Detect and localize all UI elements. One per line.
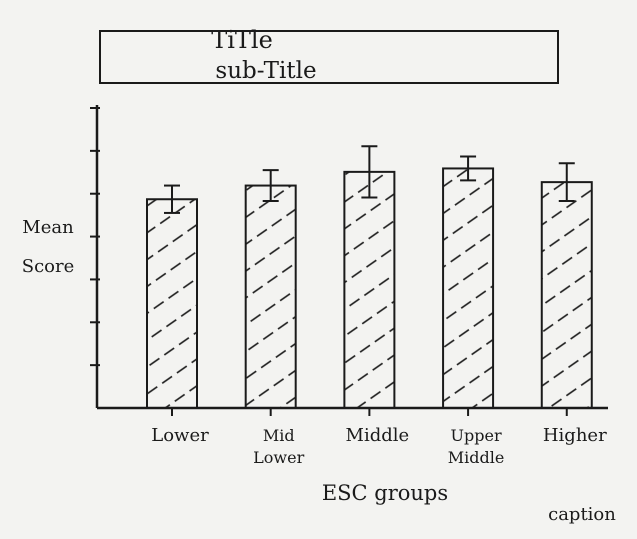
error-bar — [361, 145, 378, 199]
x-tick-label: Mid — [263, 426, 295, 445]
x-axis-label: ESC groups — [322, 481, 448, 505]
error-bar — [460, 155, 477, 182]
x-tick-label: Lower — [253, 448, 304, 467]
x-tick-label: Higher — [543, 425, 607, 446]
bar — [442, 167, 495, 409]
x-tick-labels: Lower Mid Lower Middle Upper Middle Higher — [151, 408, 607, 467]
y-ticks — [90, 107, 100, 367]
error-bar — [262, 169, 279, 202]
bars — [146, 145, 593, 409]
y-axis-label-line2: Score — [22, 256, 75, 277]
x-tick-label: Middle — [448, 448, 505, 467]
x-tick-label: Lower — [151, 425, 209, 446]
title-box — [99, 30, 559, 84]
bar — [244, 184, 297, 409]
bar — [146, 198, 198, 409]
chart-title: TiTle — [211, 26, 273, 54]
x-tick-label: Middle — [346, 425, 410, 446]
chart-subtitle: sub-Title — [215, 58, 316, 84]
error-bar — [164, 184, 180, 214]
bar — [343, 170, 396, 409]
y-axis-label-line1: Mean — [22, 217, 74, 238]
bar — [540, 181, 593, 409]
chart-caption: caption — [548, 504, 616, 525]
error-bar — [558, 162, 575, 202]
x-tick-label: Upper — [451, 426, 502, 445]
